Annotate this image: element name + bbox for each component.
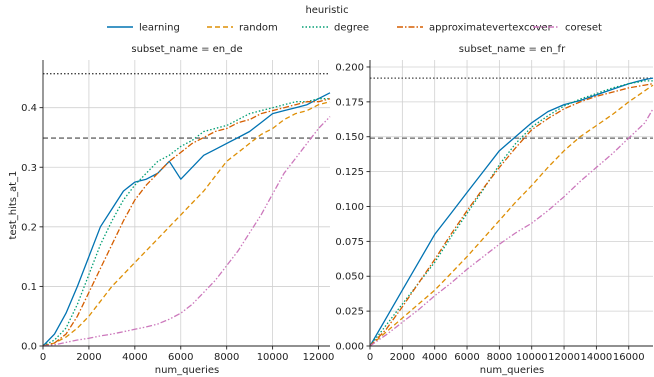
x-tick-label: 4000 (422, 352, 447, 363)
x-axis-label: num_queries (480, 365, 545, 376)
y-tick-label: 0.175 (335, 97, 364, 108)
axis-spines (369, 60, 653, 347)
x-tick-label: 0 (367, 352, 373, 363)
axis-spines (42, 60, 330, 347)
y-tick-label: 0.4 (21, 103, 37, 114)
y-axis-label: test_hits_at_1 (8, 171, 19, 240)
legend: heuristic learning random degree approximat… (107, 5, 602, 34)
x-tick-label: 10000 (516, 352, 548, 363)
y-tick-label: 0.075 (335, 237, 364, 248)
y-tick-label: 0.100 (335, 202, 364, 213)
panel-en-de: subset_name = en_de num_queries test_hit… (8, 44, 334, 376)
y-tick-label: 0.025 (335, 307, 364, 318)
legend-label-degree: degree (334, 23, 369, 34)
series-line-random (369, 84, 654, 347)
series-line-degree (42, 98, 330, 347)
x-tick-label: 12000 (303, 352, 335, 363)
x-tick-label: 2000 (76, 352, 101, 363)
y-tick-label: 0.000 (335, 342, 364, 353)
x-tick-label: 8000 (214, 352, 239, 363)
y-tick-label: 0.0 (21, 342, 37, 353)
series-line-degree (369, 80, 653, 347)
x-axis-label: num_queries (155, 365, 220, 376)
x-tick-label: 6000 (168, 352, 193, 363)
series-line-learning (369, 77, 654, 347)
series-line-learning (42, 92, 331, 347)
series-line-random (42, 101, 331, 347)
panel-en-fr: subset_name = en_fr num_queries 0 2000 400… (335, 44, 654, 376)
series-line-coreset (42, 116, 331, 347)
series-line-coreset (369, 108, 654, 347)
y-tick-label: 0.3 (21, 163, 37, 174)
x-tick-label: 14000 (580, 352, 612, 363)
legend-title: heuristic (305, 5, 348, 16)
x-tick-label: 2000 (390, 352, 415, 363)
x-tick-label: 0 (40, 352, 46, 363)
y-tick-label: 0.2 (21, 222, 37, 233)
y-tick-label: 0.1 (21, 282, 37, 293)
series-line-approximatevertexcover (369, 83, 654, 347)
y-tick-label: 0.125 (335, 167, 364, 178)
panel-title: subset_name = en_de (131, 44, 242, 55)
legend-label-random: random (239, 23, 278, 34)
legend-label-coreset: coreset (565, 23, 602, 34)
x-tick-label: 4000 (122, 352, 147, 363)
x-tick-label: 8000 (487, 352, 512, 363)
y-tick-label: 0.050 (335, 272, 364, 283)
legend-label-approximatevertexcover: approximatevertexcover (429, 23, 553, 34)
y-tick-label: 0.200 (335, 62, 364, 73)
series-line-approximatevertexcover (42, 98, 331, 347)
y-tick-label: 0.150 (335, 132, 364, 143)
legend-items: learning random degree approximatevertexcov… (107, 23, 602, 34)
panel-title: subset_name = en_fr (459, 44, 566, 55)
x-tick-label: 12000 (548, 352, 580, 363)
x-tick-label: 16000 (613, 352, 645, 363)
x-tick-label: 10000 (257, 352, 289, 363)
x-tick-label: 6000 (454, 352, 479, 363)
legend-label-learning: learning (139, 23, 180, 34)
